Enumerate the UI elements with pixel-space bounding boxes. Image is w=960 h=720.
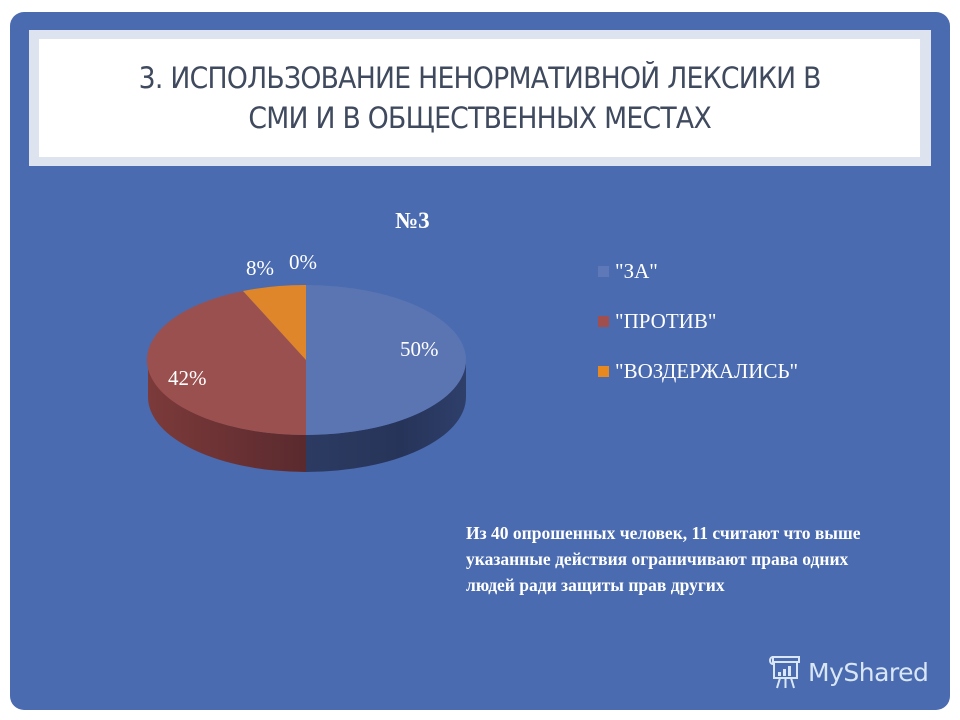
slide-title: 3. ИСПОЛЬЗОВАНИЕ НЕНОРМАТИВНОЙ ЛЕКСИКИ В… (138, 58, 821, 138)
chart-legend: "ЗА" "ПРОТИВ" "ВОЗДЕРЖАЛИСЬ" (598, 246, 798, 396)
slide-title-line-1: 3. ИСПОЛЬЗОВАНИЕ НЕНОРМАТИВНОЙ ЛЕКСИКИ В (138, 61, 821, 95)
title-box: 3. ИСПОЛЬЗОВАНИЕ НЕНОРМАТИВНОЙ ЛЕКСИКИ В… (39, 39, 920, 157)
pie-side-against (148, 360, 306, 472)
pie-slice-for[interactable] (306, 285, 466, 435)
watermark-logo: MyShared (768, 654, 929, 690)
legend-item-for: "ЗА" (598, 246, 798, 296)
watermark-text: MyShared (808, 657, 929, 687)
legend-item-abstained: "ВОЗДЕРЖАЛИСЬ" (598, 346, 798, 396)
pie-slice-abstained[interactable] (243, 284, 306, 360)
pie-slice-against[interactable] (146, 291, 306, 436)
data-label-for: 50% (400, 337, 439, 361)
legend-item-against: "ПРОТИВ" (598, 296, 798, 346)
legend-label-against: "ПРОТИВ" (615, 308, 717, 333)
data-label-zero: 0% (289, 250, 317, 274)
legend-label-abstained: "ВОЗДЕРЖАЛИСЬ" (615, 358, 799, 383)
data-label-abstained: 8% (246, 256, 274, 280)
legend-swatch-for (598, 265, 609, 277)
slide-title-line-2: СМИ И В ОБЩЕСТВЕННЫХ МЕСТАХ (248, 101, 711, 135)
legend-label-for: "ЗА" (615, 258, 658, 283)
survey-note: Из 40 опрошенных человек, 11 считают что… (466, 523, 861, 595)
legend-swatch-against (598, 315, 609, 327)
chart-title: №3 (395, 208, 430, 233)
legend-swatch-abstained (598, 365, 609, 377)
presentation-board-icon (769, 656, 800, 689)
pie-side-for (306, 360, 466, 472)
data-label-against: 42% (168, 366, 207, 390)
